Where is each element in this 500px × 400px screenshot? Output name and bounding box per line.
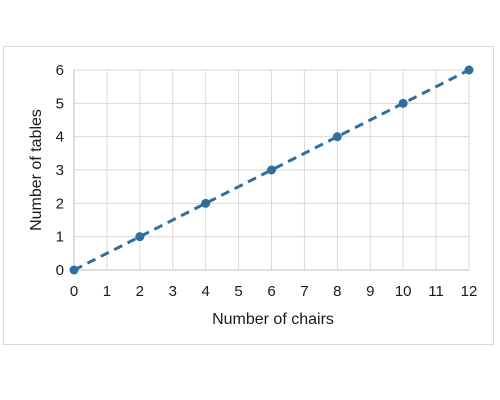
- x-tick-label: 3: [169, 283, 177, 300]
- axes: [73, 70, 469, 271]
- y-tick-label: 3: [56, 162, 64, 179]
- y-tick-label: 0: [56, 262, 64, 279]
- data-point: [398, 98, 408, 108]
- x-axis-title: Number of chairs: [212, 311, 334, 328]
- y-tick-label: 4: [56, 129, 64, 146]
- y-axis-title: Number of tables: [28, 109, 45, 231]
- data-point: [267, 165, 276, 175]
- y-tick-label: 1: [56, 229, 64, 246]
- x-tick-label: 1: [103, 283, 111, 300]
- x-tick-label: 7: [300, 283, 308, 300]
- y-tick-label: 5: [56, 95, 64, 112]
- data-point: [332, 132, 342, 142]
- x-tick-label: 2: [136, 283, 144, 300]
- data-point: [201, 198, 211, 208]
- series: [69, 65, 474, 275]
- x-tick-label: 10: [395, 283, 412, 300]
- x-tick-label: 9: [366, 283, 374, 300]
- y-tick-label: 6: [56, 62, 64, 79]
- x-tick-label: 5: [234, 283, 242, 300]
- y-tick-labels: 0 1 2 3 4 5 6: [56, 62, 64, 279]
- x-tick-labels: 0 1 2 3 4 5 6 7 8 9 10 11 12: [70, 283, 478, 300]
- x-tick-label: 12: [461, 283, 478, 300]
- data-point: [464, 65, 474, 75]
- x-tick-label: 8: [333, 283, 341, 300]
- x-tick-label: 6: [267, 283, 275, 300]
- y-tick-label: 2: [56, 195, 64, 212]
- chart-frame: [3, 46, 494, 345]
- x-tick-label: 11: [428, 283, 444, 300]
- data-point: [69, 265, 79, 275]
- data-point: [135, 232, 145, 242]
- x-tick-label: 4: [201, 283, 209, 300]
- x-tick-label: 0: [70, 283, 78, 300]
